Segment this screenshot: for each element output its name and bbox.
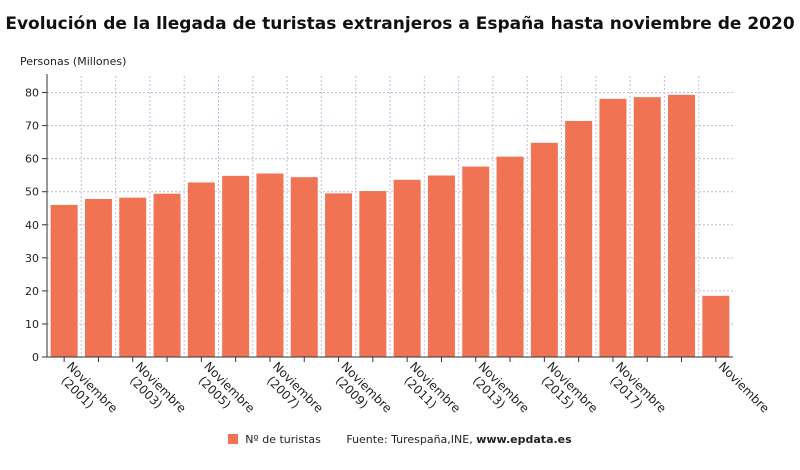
y-tick-label: 20 [25, 285, 39, 298]
bar-2017 [599, 98, 627, 358]
bar-2019 [668, 94, 696, 357]
y-tick-label: 10 [25, 318, 39, 331]
x-tick-label: Noviembre(2007) [260, 359, 326, 425]
bar-2005 [187, 182, 215, 357]
bars [50, 94, 730, 358]
x-tick-label: Noviembre(2017) [603, 359, 669, 425]
bar-2014 [496, 156, 524, 357]
bar-2016 [565, 120, 593, 358]
legend: Nº de turistas Fuente: Turespaña,INE, ww… [0, 433, 800, 446]
source-site: www.epdata.es [476, 433, 572, 446]
axes [42, 74, 733, 362]
bar-2010 [359, 191, 387, 357]
x-tick-labels: Noviembre(2001) Noviembre(2003) Noviembre(… [54, 359, 772, 425]
y-axis-label: Personas (Millones) [20, 55, 127, 68]
bar-2004 [153, 193, 181, 357]
y-tick-label: 0 [32, 351, 39, 364]
x-tick-label: Noviembre(2015) [534, 359, 600, 425]
bar-2011 [393, 179, 421, 357]
bar-2020 [702, 295, 730, 357]
y-tick-label: 30 [25, 252, 39, 265]
y-tick-label: 50 [25, 186, 39, 199]
bar-2008 [290, 177, 318, 357]
y-tick-label: 40 [25, 219, 39, 232]
x-tick-label: Noviembre(2009) [329, 359, 395, 425]
chart-title: Evolución de la llegada de turistas extr… [5, 14, 795, 34]
x-tick-label: Noviembre(2003) [123, 359, 189, 425]
y-tick-label: 70 [25, 120, 39, 133]
x-tick-label: Noviembre(2013) [466, 359, 532, 425]
legend-series-label: Nº de turistas [245, 433, 321, 446]
x-tick-label: Noviembre(2001) [54, 359, 120, 425]
bar-2009 [325, 193, 353, 357]
y-tick-label: 60 [25, 153, 39, 166]
bar-2001 [50, 204, 78, 357]
bar-2006 [222, 175, 250, 357]
bar-2013 [462, 166, 490, 357]
bar-2018 [633, 97, 661, 357]
x-tick-label-line: Noviembre [716, 359, 772, 415]
bar-2007 [256, 173, 284, 357]
bar-2003 [119, 197, 147, 357]
bar-2015 [530, 142, 558, 357]
x-tick-label: Noviembre(2005) [191, 359, 257, 425]
source-label: Fuente: Turespaña,INE, [346, 433, 473, 446]
x-tick-label: Noviembre(2011) [397, 359, 463, 425]
y-tick-label: 80 [25, 87, 39, 100]
bar-2002 [84, 198, 112, 357]
y-tick-labels: 0 10 20 30 40 50 60 70 80 [25, 87, 39, 364]
gridlines [47, 76, 733, 357]
x-tick-label: Noviembre [716, 359, 772, 415]
legend-swatch [228, 434, 239, 444]
bar-2012 [427, 175, 455, 357]
